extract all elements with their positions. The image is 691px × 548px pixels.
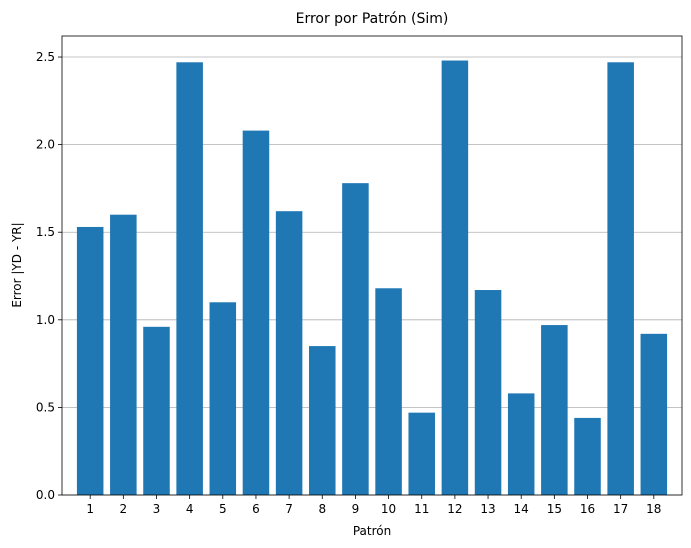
- x-tick-label: 5: [219, 502, 227, 516]
- x-tick-label: 3: [153, 502, 161, 516]
- y-tick-label: 0.5: [36, 400, 55, 414]
- y-tick-label: 2.0: [36, 138, 55, 152]
- bar-12: [441, 60, 469, 495]
- bar-1: [76, 226, 104, 495]
- x-tick-label: 14: [514, 502, 529, 516]
- x-axis-label: Patrón: [353, 524, 391, 538]
- x-tick-label: 12: [447, 502, 462, 516]
- x-tick-label: 16: [580, 502, 595, 516]
- bar-18: [640, 333, 668, 495]
- x-tick-label: 18: [646, 502, 661, 516]
- bar-14: [507, 393, 535, 495]
- x-tick-label: 1: [86, 502, 94, 516]
- y-axis-label: Error |YD - YR|: [10, 222, 24, 307]
- bar-11: [408, 412, 435, 495]
- bar-10: [375, 288, 402, 495]
- x-tick-label: 17: [613, 502, 628, 516]
- x-tick-label: 8: [318, 502, 326, 516]
- x-tick-label: 11: [414, 502, 429, 516]
- bars: [76, 60, 668, 496]
- bar-2: [110, 214, 137, 496]
- bar-13: [474, 290, 502, 495]
- bar-17: [607, 62, 634, 495]
- x-tick-label: 7: [285, 502, 293, 516]
- x-tick-label: 15: [547, 502, 562, 516]
- y-axis-ticks: 0.0 0.5 1.0 1.5 2.0 2.5: [36, 50, 62, 502]
- bar-3: [143, 326, 170, 495]
- x-tick-label: 6: [252, 502, 260, 516]
- bar-5: [209, 302, 237, 495]
- x-tick-label: 9: [352, 502, 360, 516]
- chart-title: Error por Patrón (Sim): [296, 11, 449, 27]
- bar-9: [342, 183, 369, 495]
- x-tick-label: 2: [120, 502, 128, 516]
- x-axis-ticks: 1 2 3 4 5 6 7 8 9 10 11 12 13 14 15 16 17 18: [86, 495, 661, 516]
- y-tick-label: 1.0: [36, 313, 55, 327]
- y-tick-label: 2.5: [36, 50, 55, 64]
- y-tick-label: 0.0: [36, 488, 55, 502]
- x-tick-label: 13: [480, 502, 495, 516]
- bar-16: [574, 417, 601, 495]
- bar-8: [309, 346, 336, 495]
- bar-6: [242, 130, 270, 495]
- bar-7: [275, 211, 303, 495]
- y-tick-label: 1.5: [36, 225, 55, 239]
- plot-frame: [61, 35, 683, 496]
- bar-4: [176, 62, 203, 495]
- x-tick-label: 4: [186, 502, 194, 516]
- bar-15: [541, 325, 568, 495]
- x-tick-label: 10: [381, 502, 396, 516]
